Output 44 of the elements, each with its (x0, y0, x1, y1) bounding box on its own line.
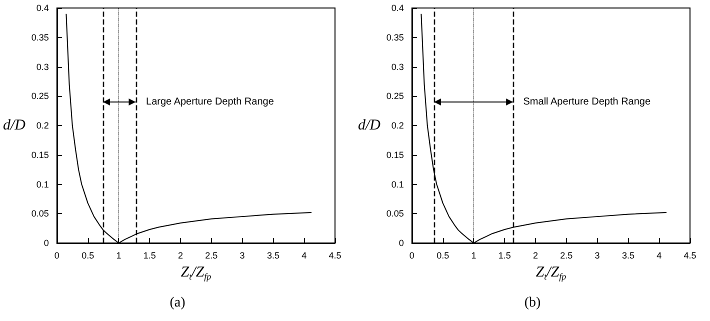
x-tick-label: 3 (240, 250, 245, 260)
x-tick-label: 4 (302, 250, 307, 260)
x-tick-label: 1 (116, 250, 122, 260)
x-tick-label: 2 (178, 250, 184, 260)
y-tick-label: 0.1 (36, 179, 49, 190)
x-tick-label: 4.5 (328, 250, 342, 260)
y-tick-label: 0.2 (391, 120, 404, 130)
y-tick-label: 0.05 (31, 208, 49, 219)
x-tick-label: 3 (594, 250, 600, 260)
y-tick-label: 0.35 (31, 32, 49, 42)
y-tick-label: 0.15 (386, 150, 404, 160)
x-tick-label: 0.5 (82, 250, 94, 260)
y-tick-label: 0.3 (36, 62, 49, 72)
x-tick-label: 2.5 (560, 250, 573, 260)
x-tick-label: 0 (409, 250, 414, 260)
y-axis-title: d/D (358, 118, 381, 134)
y-tick-label: 0.4 (391, 3, 404, 13)
x-tick-label: 0.5 (436, 250, 450, 260)
x-tick-label: 1.5 (498, 250, 511, 260)
y-tick-label: 0.25 (386, 91, 404, 102)
y-tick-label: 0.25 (31, 91, 49, 102)
y-tick-label: 0.2 (36, 120, 49, 130)
x-tick-label: 4.5 (684, 250, 696, 260)
y-axis-title: d/D (3, 118, 26, 134)
y-tick-label: 0.35 (386, 32, 404, 42)
x-tick-label: 1 (471, 250, 476, 260)
y-tick-label: 0 (44, 238, 49, 248)
x-tick-label: 2.5 (205, 250, 218, 260)
y-tick-label: 0.15 (31, 150, 49, 160)
y-tick-label: 0.4 (36, 3, 49, 13)
x-tick-label: 1.5 (143, 250, 156, 260)
x-tick-label: 0 (54, 250, 60, 260)
x-tick-label: 2 (533, 250, 538, 260)
x-tick-label: 3.5 (622, 250, 634, 260)
x-tick-label: 3.5 (266, 250, 280, 260)
y-tick-label: 0.1 (391, 179, 404, 190)
y-tick-label: 0.3 (391, 62, 404, 72)
annotation: Large Aperture Depth Range (146, 96, 274, 108)
y-tick-label: 0 (398, 238, 404, 248)
text: (b) (524, 296, 541, 310)
x-tick-label: 4 (656, 250, 662, 260)
annotation: Small Aperture Depth Range (523, 96, 651, 108)
text: (a) (170, 296, 186, 310)
y-tick-label: 0.05 (386, 208, 404, 219)
